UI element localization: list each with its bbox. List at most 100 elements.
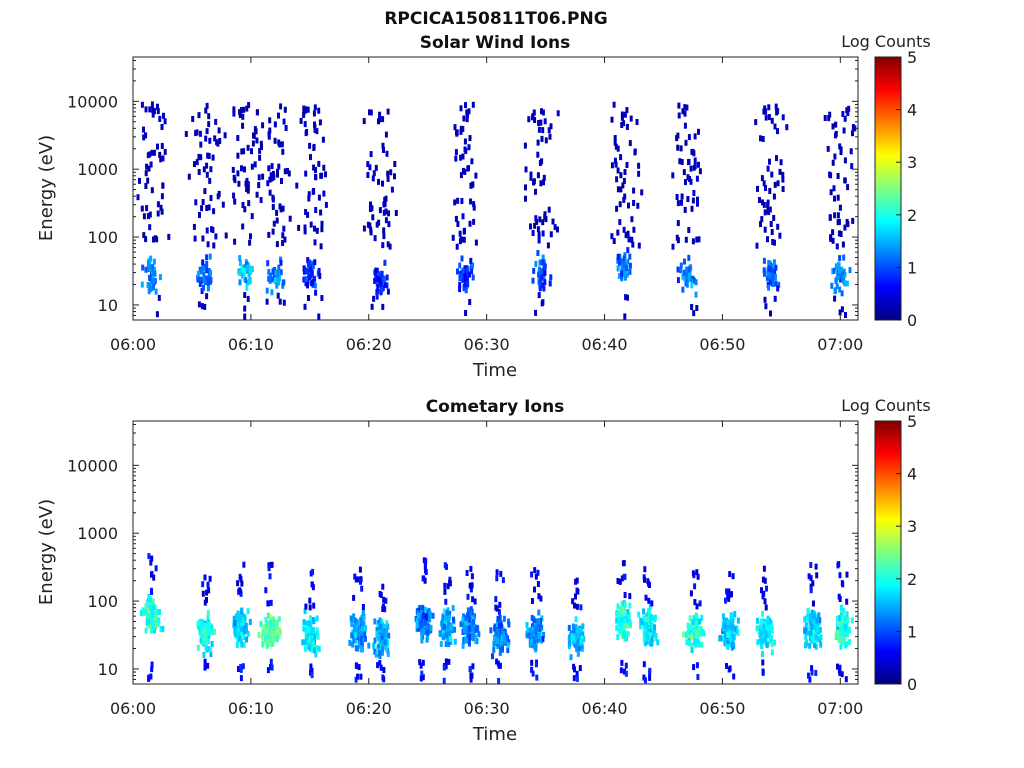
heatmap-cell — [245, 186, 249, 192]
solar-wind-xlabel: Time — [472, 360, 517, 381]
heatmap-cell — [210, 629, 214, 636]
heatmap-cell — [162, 112, 165, 119]
heatmap-cell — [850, 617, 854, 624]
heatmap-cell — [202, 628, 205, 635]
heatmap-cell — [847, 626, 851, 633]
heatmap-cell — [443, 582, 447, 589]
heatmap-cell — [536, 139, 540, 146]
heatmap-cell — [575, 603, 579, 610]
heatmap-cell — [423, 577, 427, 584]
heatmap-cell — [362, 118, 366, 125]
heatmap-cell — [648, 667, 652, 674]
heatmap-cell — [160, 124, 164, 130]
heatmap-cell — [810, 609, 814, 616]
heatmap-cell — [762, 267, 766, 274]
heatmap-cell — [351, 641, 355, 648]
heatmap-cell — [160, 142, 164, 149]
heatmap-cell — [842, 615, 846, 622]
heatmap-cell — [317, 107, 321, 114]
y-tick-label: 100 — [87, 228, 118, 247]
heatmap-cell — [202, 271, 206, 278]
heatmap-cell — [445, 632, 448, 639]
heatmap-cell — [418, 659, 422, 666]
heatmap-cell — [310, 672, 314, 679]
heatmap-cell — [267, 629, 271, 636]
heatmap-cell — [232, 192, 236, 199]
heatmap-cell — [194, 130, 198, 137]
heatmap-cell — [689, 590, 693, 597]
heatmap-cell — [530, 627, 534, 633]
heatmap-cell — [265, 626, 269, 633]
heatmap-cell — [352, 636, 356, 643]
heatmap-cell — [671, 243, 675, 250]
heatmap-cell — [621, 182, 625, 189]
heatmap-cell — [364, 625, 367, 632]
heatmap-cell — [148, 106, 152, 113]
heatmap-cell — [621, 608, 625, 614]
heatmap-cell — [446, 625, 449, 632]
heatmap-cell — [359, 635, 363, 642]
heatmap-cell — [307, 191, 311, 198]
heatmap-cell — [574, 593, 577, 600]
y-tick-label: 10 — [98, 296, 118, 315]
heatmap-cell — [732, 633, 736, 640]
heatmap-cell — [136, 194, 140, 201]
heatmap-cell — [649, 632, 653, 639]
heatmap-cell — [429, 624, 433, 631]
heatmap-cell — [690, 642, 694, 649]
heatmap-cell — [845, 571, 849, 578]
heatmap-cell — [773, 181, 777, 188]
heatmap-cell — [145, 618, 149, 625]
heatmap-cell — [534, 634, 538, 641]
heatmap-cell — [350, 632, 354, 639]
heatmap-cell — [831, 123, 835, 130]
heatmap-cell — [754, 119, 758, 126]
heatmap-cell — [691, 197, 695, 204]
heatmap-cell — [472, 218, 476, 225]
heatmap-cell — [142, 126, 145, 133]
heatmap-cell — [695, 305, 699, 311]
heatmap-cell — [208, 177, 212, 184]
heatmap-cell — [320, 226, 324, 233]
heatmap-cell — [459, 105, 463, 112]
heatmap-cell — [451, 234, 455, 241]
heatmap-cell — [201, 639, 205, 646]
solar-wind-ylabel: Energy (eV) — [36, 135, 57, 241]
heatmap-cell — [394, 210, 398, 216]
heatmap-cell — [812, 618, 816, 625]
heatmap-cell — [197, 169, 201, 175]
heatmap-cell — [382, 233, 386, 240]
heatmap-cell — [770, 171, 774, 178]
heatmap-cell — [384, 217, 388, 224]
heatmap-cell — [676, 266, 680, 273]
heatmap-cell — [647, 580, 651, 587]
heatmap-cell — [209, 277, 213, 283]
heatmap-cell — [644, 594, 648, 601]
heatmap-cell — [198, 130, 202, 137]
heatmap-cell — [153, 108, 156, 115]
heatmap-cell — [252, 132, 255, 139]
heatmap-cell — [465, 623, 469, 629]
heatmap-cell — [767, 621, 771, 628]
heatmap-cell — [468, 582, 472, 589]
heatmap-cell — [686, 174, 690, 181]
heatmap-cell — [572, 675, 576, 682]
heatmap-cell — [377, 629, 381, 636]
heatmap-cell — [205, 205, 209, 211]
heatmap-cell — [685, 281, 689, 288]
heatmap-cell — [728, 630, 732, 637]
heatmap-cell — [718, 635, 722, 642]
heatmap-cell — [239, 666, 243, 673]
heatmap-cell — [624, 631, 628, 638]
heatmap-cell — [832, 267, 836, 274]
heatmap-cell — [468, 135, 472, 142]
heatmap-cell — [628, 602, 632, 609]
heatmap-cell — [269, 658, 273, 665]
heatmap-cell — [373, 235, 377, 242]
heatmap-cell — [535, 674, 539, 681]
heatmap-cell — [637, 242, 641, 249]
heatmap-cell — [759, 221, 762, 228]
heatmap-cell — [839, 276, 843, 283]
heatmap-cell — [458, 238, 462, 245]
